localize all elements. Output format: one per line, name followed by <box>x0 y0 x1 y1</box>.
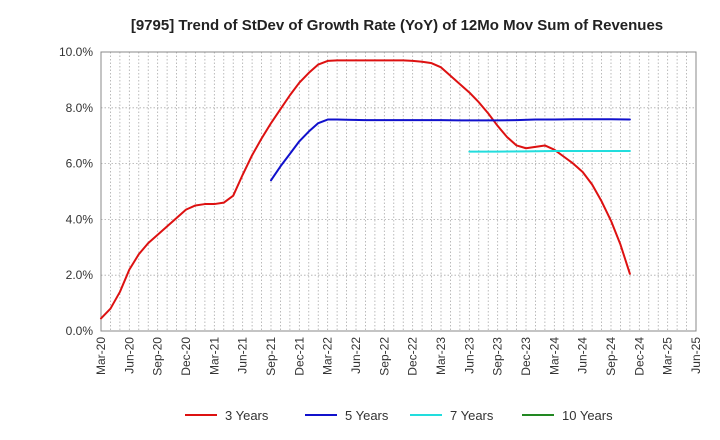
y-tick-label: 4.0% <box>66 212 94 226</box>
x-tick-label: Sep-20 <box>151 337 165 376</box>
x-tick-label: Jun-21 <box>236 337 250 374</box>
legend: 3 Years 5 Years 7 Years 10 Years <box>185 408 613 423</box>
plot-frame <box>100 51 697 332</box>
x-tick-label: Mar-23 <box>434 337 448 375</box>
legend-label: 10 Years <box>562 408 613 423</box>
legend-label: 3 Years <box>225 408 269 423</box>
x-tick-label: Jun-25 <box>689 337 703 374</box>
x-tick-label: Sep-24 <box>604 337 618 376</box>
x-tick-label: Mar-25 <box>661 337 675 375</box>
x-tick-label: Jun-23 <box>462 337 476 374</box>
y-tick-label: 6.0% <box>66 157 94 171</box>
legend-item-3-years: 3 Years <box>185 408 269 423</box>
legend-label: 7 Years <box>450 408 494 423</box>
series-line-3-years <box>100 59 631 320</box>
y-tick-label: 8.0% <box>66 101 94 115</box>
x-tick-label: Sep-21 <box>264 337 278 376</box>
x-tick-label: Jun-24 <box>576 337 590 374</box>
legend-item-7-years: 7 Years <box>410 408 494 423</box>
x-tick-label: Mar-24 <box>547 337 561 375</box>
legend-item-5-years: 5 Years <box>305 408 389 423</box>
x-tick-label: Dec-24 <box>632 337 646 376</box>
x-tick-label: Dec-20 <box>179 337 193 376</box>
x-tick-label: Mar-22 <box>321 337 335 375</box>
x-tick-label: Sep-23 <box>491 337 505 376</box>
x-tick-label: Mar-21 <box>207 337 221 375</box>
x-tick-label: Sep-22 <box>377 337 391 376</box>
x-tick-label: Dec-21 <box>292 337 306 376</box>
x-tick-label: Mar-20 <box>94 337 108 375</box>
x-tick-label: Dec-22 <box>406 337 420 376</box>
legend-label: 5 Years <box>345 408 389 423</box>
plot-area: 0.0% 2.0% 4.0% 6.0% 8.0% 10.0% Mar-20 Jun-20 Sep… <box>59 45 703 376</box>
y-tick-label: 10.0% <box>59 45 93 59</box>
x-tick-label: Jun-20 <box>122 337 136 374</box>
x-tick-label: Jun-22 <box>349 337 363 374</box>
chart-title: [9795] Trend of StDev of Growth Rate (Yo… <box>131 17 663 34</box>
y-tick-label: 0.0% <box>66 324 94 338</box>
y-tick-label: 2.0% <box>66 268 94 282</box>
legend-item-10-years: 10 Years <box>522 408 613 423</box>
x-tick-label: Dec-23 <box>519 337 533 376</box>
plot-background <box>101 52 696 331</box>
series-line-5-years <box>270 118 631 182</box>
series-line-7-years <box>468 150 631 153</box>
